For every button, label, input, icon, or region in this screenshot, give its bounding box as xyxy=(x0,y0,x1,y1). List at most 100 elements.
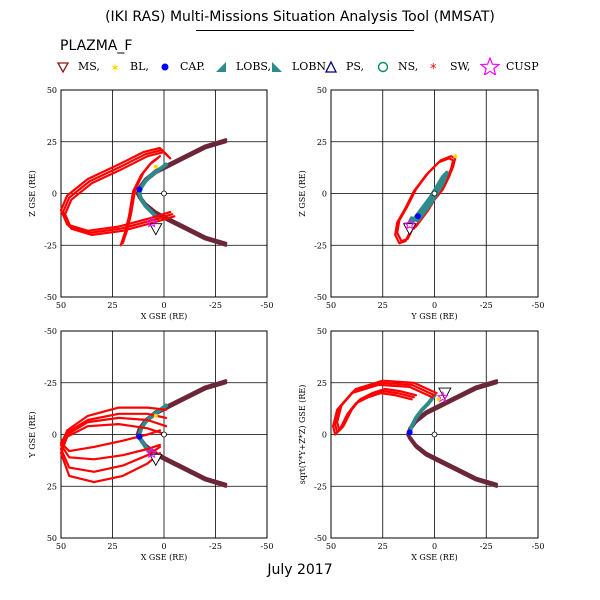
legend-label: MS, xyxy=(78,60,100,73)
x-tick-label: 25 xyxy=(378,542,388,551)
y-tick-label: 25 xyxy=(317,138,327,147)
plot-panel-top-left: 50 25 0 -25 -50 -50 -25 0 25 50 X GSE (RE) Z GSE (R… xyxy=(28,86,273,321)
x-tick-label: -25 xyxy=(480,542,493,551)
cap-marker xyxy=(414,213,421,220)
ms-marker xyxy=(149,453,163,467)
y-tick-label: 25 xyxy=(47,138,57,147)
plot-panel-top-right: 50 25 0 -25 -50 -50 -25 0 25 50 Y GSE (RE) Z GSE (R… xyxy=(298,86,544,321)
x-tick-label: 25 xyxy=(107,542,117,551)
circle-icon xyxy=(377,61,389,73)
y-tick-label: 50 xyxy=(47,86,57,95)
y-tick-label: 25 xyxy=(47,482,57,491)
legend-label: LOBN, xyxy=(292,60,329,73)
legend-label: CUSP xyxy=(506,60,539,73)
filled-triangle-icon xyxy=(216,62,226,72)
asterisk-icon: * xyxy=(430,62,437,74)
plot-panel-bottom-right: 50 25 0 -25 -50 -50 -25 0 25 50 X GSE (RE) sqrt(Y*Y… xyxy=(298,327,544,562)
legend-label: CAP. xyxy=(180,60,206,73)
bl-marker xyxy=(453,154,458,159)
y-tick-label: 0 xyxy=(52,190,57,199)
x-axis-label: X GSE (RE) xyxy=(141,553,188,562)
legend-label: PS, xyxy=(346,60,365,73)
y-tick-label: 50 xyxy=(317,86,327,95)
legend-label: BL, xyxy=(130,60,149,73)
y-tick-label: -50 xyxy=(314,293,327,302)
y-tick-label: -50 xyxy=(44,293,57,302)
x-tick-label: 25 xyxy=(378,301,388,310)
star-outline-icon xyxy=(480,57,500,75)
x-tick-label: -50 xyxy=(261,542,274,551)
plot-frame xyxy=(330,330,539,539)
x-tick-label: 50 xyxy=(56,301,66,310)
x-tick-label: -25 xyxy=(209,542,222,551)
svg-text:✶: ✶ xyxy=(110,61,120,74)
y-tick-label: 0 xyxy=(52,431,57,440)
bl-marker xyxy=(153,413,158,418)
ms-marker xyxy=(149,223,163,236)
period-label: July 2017 xyxy=(267,562,333,578)
legend-label: NS, xyxy=(398,60,419,73)
orbit-trace xyxy=(119,157,159,247)
legend-label: SW, xyxy=(450,60,471,73)
y-tick-label: 50 xyxy=(317,327,327,336)
magnetopause-band xyxy=(405,170,449,229)
x-tick-label: 50 xyxy=(326,542,336,551)
y-tick-label: 50 xyxy=(47,534,57,543)
y-tick-label: -50 xyxy=(44,327,57,336)
plot-frame xyxy=(60,89,268,298)
y-axis-label: Z GSE (RE) xyxy=(298,170,307,216)
orbit-trace xyxy=(59,423,168,484)
legend: MS, ✶ BL, CAP. LOBS, LOBN, PS, NS, * SW,… xyxy=(48,57,600,80)
bl-marker xyxy=(436,397,441,402)
filled-triangle-icon xyxy=(272,62,282,72)
y-axis-label: sqrt(Y*Y+Z*Z) GSE (RE) xyxy=(298,385,307,485)
magnetopause-band xyxy=(407,393,437,435)
filled-circle-icon xyxy=(161,63,169,71)
y-tick-label: 0 xyxy=(322,190,327,199)
x-tick-label: 25 xyxy=(107,301,117,310)
x-tick-label: 0 xyxy=(161,301,166,310)
earth-origin-marker xyxy=(161,431,167,438)
triangle-up-icon xyxy=(324,60,338,73)
x-tick-label: -50 xyxy=(532,301,545,310)
x-tick-label: 50 xyxy=(326,301,336,310)
x-tick-label: -50 xyxy=(532,542,545,551)
title-underline xyxy=(196,30,414,31)
orbit-trace xyxy=(59,406,168,461)
earth-origin-marker xyxy=(431,190,438,197)
orbit-trace xyxy=(59,412,168,453)
cusp-marker xyxy=(145,216,158,228)
x-tick-label: 0 xyxy=(161,542,166,551)
plot-frame xyxy=(60,330,268,539)
y-tick-label: -25 xyxy=(44,379,57,388)
cap-marker xyxy=(136,433,143,440)
triangle-down-icon xyxy=(56,62,70,74)
x-tick-label: -25 xyxy=(209,301,222,310)
y-tick-label: -25 xyxy=(314,482,327,491)
orbit-trace xyxy=(332,383,434,436)
star-small-icon: ✶ xyxy=(110,61,120,74)
bow-shock-curve xyxy=(135,138,228,245)
y-axis-label: Y GSE (RE) xyxy=(28,411,37,458)
mission-name: PLAZMA_F xyxy=(60,38,133,54)
cusp-marker xyxy=(436,390,449,403)
earth-origin-marker xyxy=(161,190,167,197)
cap-marker xyxy=(136,186,143,193)
orbit-trace xyxy=(394,157,455,245)
x-tick-label: -25 xyxy=(480,301,493,310)
y-tick-label: 0 xyxy=(322,431,327,440)
plot-panel-bottom-left: 50 25 0 -25 -50 50 25 0 -25 -50 X GSE (RE) Y GSE (R… xyxy=(28,327,273,562)
y-axis-label: Z GSE (RE) xyxy=(28,170,37,216)
orbit-trace xyxy=(59,146,172,232)
earth-origin-marker xyxy=(431,431,438,438)
bl-marker xyxy=(153,164,158,169)
y-tick-label: -25 xyxy=(314,241,327,250)
magnetopause-band xyxy=(137,403,169,462)
y-tick-label: 25 xyxy=(317,379,327,388)
x-axis-label: X GSE (RE) xyxy=(141,312,188,321)
plot-frame xyxy=(330,89,539,298)
svg-text:*: * xyxy=(430,62,437,74)
page-title: (IKI RAS) Multi-Missions Situation Analy… xyxy=(105,9,495,25)
y-tick-label: -50 xyxy=(314,534,327,543)
